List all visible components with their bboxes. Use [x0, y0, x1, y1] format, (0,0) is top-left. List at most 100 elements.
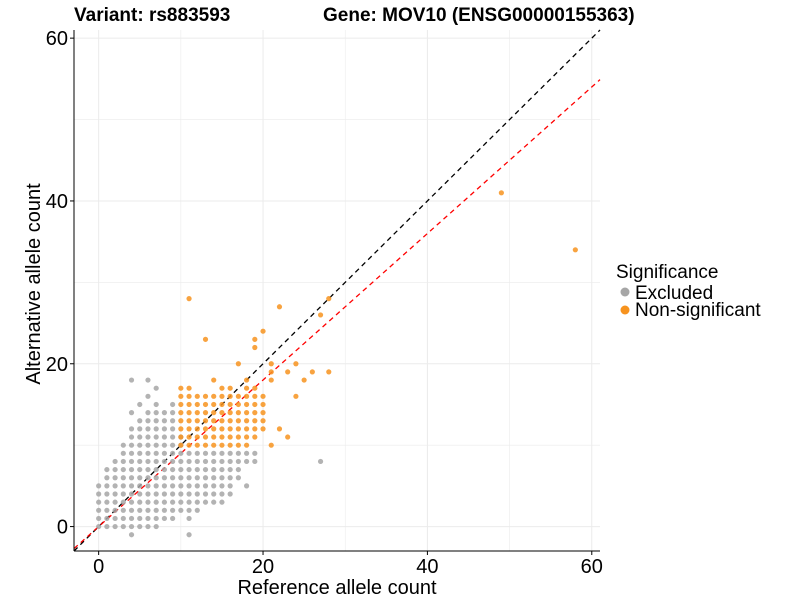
point-excluded	[202, 466, 209, 473]
point-non-significant	[227, 410, 233, 416]
point-non-significant	[252, 336, 258, 342]
point-non-significant	[235, 393, 241, 399]
reference-line-identity	[73, 29, 601, 552]
point-excluded	[137, 515, 143, 522]
point-excluded	[145, 475, 151, 481]
point-non-significant	[252, 344, 258, 351]
point-non-significant	[194, 393, 200, 399]
point-non-significant	[211, 401, 217, 408]
point-excluded	[153, 442, 159, 448]
point-excluded	[186, 466, 192, 473]
point-excluded	[161, 418, 168, 424]
point-non-significant	[260, 426, 266, 432]
point-excluded	[96, 491, 102, 497]
point-non-significant	[243, 401, 250, 408]
point-excluded	[145, 458, 151, 465]
point-non-significant	[211, 377, 217, 383]
point-excluded	[104, 491, 110, 497]
point-non-significant	[219, 385, 225, 391]
point-non-significant	[243, 393, 250, 399]
point-excluded	[128, 434, 135, 440]
point-excluded	[120, 458, 126, 465]
point-excluded	[219, 458, 225, 465]
point-excluded	[120, 442, 126, 448]
point-excluded	[161, 442, 168, 448]
point-excluded	[170, 466, 176, 473]
point-non-significant	[227, 393, 233, 399]
x-tick-label: 20	[252, 556, 274, 578]
point-non-significant	[211, 442, 217, 448]
x-tick-label: 0	[93, 556, 104, 578]
point-excluded	[202, 491, 209, 497]
point-non-significant	[178, 434, 184, 440]
point-excluded	[202, 483, 209, 489]
legend: Significance Excluded Non-significant	[616, 262, 761, 321]
point-non-significant	[186, 442, 192, 448]
point-non-significant	[211, 434, 217, 440]
point-excluded	[137, 442, 143, 448]
point-non-significant	[260, 328, 266, 334]
point-non-significant	[219, 393, 225, 399]
point-excluded	[194, 499, 200, 505]
point-excluded	[186, 507, 192, 513]
legend-title: Significance	[616, 262, 718, 283]
point-excluded	[128, 475, 135, 481]
point-non-significant	[194, 418, 200, 424]
point-excluded	[161, 466, 168, 473]
point-non-significant	[178, 442, 184, 448]
point-excluded	[145, 434, 151, 440]
legend-label-excluded: Excluded	[635, 283, 713, 304]
point-excluded	[145, 499, 151, 505]
point-excluded	[128, 458, 135, 465]
point-non-significant	[260, 401, 266, 408]
point-excluded	[128, 483, 135, 489]
point-excluded	[104, 523, 110, 530]
point-excluded	[153, 523, 159, 530]
point-non-significant	[219, 442, 225, 448]
point-excluded	[120, 515, 126, 522]
point-excluded	[227, 458, 233, 465]
point-excluded	[219, 450, 225, 456]
point-excluded	[112, 466, 118, 473]
point-non-significant	[285, 434, 291, 440]
point-excluded	[153, 418, 159, 424]
point-excluded	[178, 475, 184, 481]
point-excluded	[128, 515, 135, 522]
point-excluded	[112, 523, 118, 530]
point-excluded	[120, 475, 126, 481]
point-excluded	[194, 491, 200, 497]
point-excluded	[227, 466, 233, 473]
point-excluded	[104, 466, 110, 473]
point-excluded	[170, 442, 176, 448]
point-excluded	[112, 475, 118, 481]
x-axis-ticks: 0 20 40 60	[93, 551, 603, 578]
point-non-significant	[202, 426, 209, 432]
point-excluded	[186, 491, 192, 497]
point-non-significant	[276, 426, 283, 432]
point-non-significant	[202, 401, 209, 408]
point-excluded	[104, 507, 110, 513]
point-non-significant	[202, 410, 209, 416]
point-excluded	[137, 401, 143, 408]
variant-title: Variant: rs883593	[74, 5, 230, 26]
point-excluded	[170, 475, 176, 481]
point-excluded	[104, 515, 110, 522]
reference-lines	[73, 29, 601, 552]
point-non-significant	[211, 410, 217, 416]
point-excluded	[137, 466, 143, 473]
point-excluded	[202, 458, 209, 465]
point-excluded	[178, 483, 184, 489]
point-excluded	[153, 458, 159, 465]
point-non-significant	[235, 410, 241, 416]
point-non-significant	[186, 393, 192, 399]
point-non-significant	[202, 442, 209, 448]
grid-lines	[74, 30, 600, 551]
point-excluded	[96, 499, 102, 505]
point-excluded	[202, 499, 209, 505]
point-excluded	[128, 532, 135, 538]
point-non-significant	[260, 393, 266, 399]
point-non-significant	[186, 296, 192, 302]
point-excluded	[178, 450, 184, 456]
point-excluded	[145, 377, 151, 383]
point-excluded	[128, 450, 135, 456]
